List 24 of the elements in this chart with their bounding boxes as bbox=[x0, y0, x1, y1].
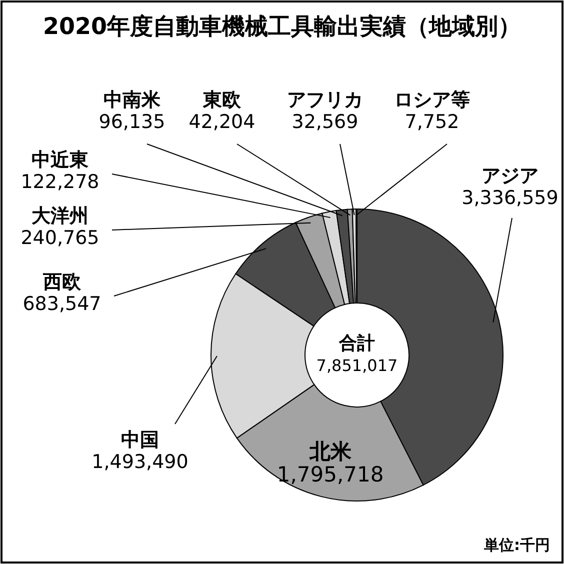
data-label: 122,278 bbox=[20, 171, 100, 193]
slice-label: ロシア等 bbox=[394, 89, 470, 111]
slice-label: 大洋州 bbox=[32, 205, 88, 227]
chart-title: 2020年度自動車機械工具輸出実績（地域別） bbox=[42, 13, 522, 40]
slice-label: 東欧 bbox=[202, 89, 242, 111]
data-label: 683,547 bbox=[22, 293, 102, 315]
slice-label: 中近東 bbox=[32, 149, 90, 171]
data-label: 240,765 bbox=[20, 227, 100, 249]
text: 合計 bbox=[338, 333, 375, 354]
data-label: 1,493,490 bbox=[92, 451, 188, 473]
slice-label: 西欧 bbox=[42, 271, 82, 293]
data-label: 7,752 bbox=[404, 111, 460, 133]
text: 7,851,017 bbox=[316, 356, 398, 375]
slice-label: アフリカ bbox=[287, 89, 363, 111]
text: 単位:千円 bbox=[483, 536, 550, 554]
data-label: 32,569 bbox=[292, 111, 358, 133]
data-label: 96,135 bbox=[98, 111, 166, 133]
slice-label: 中国 bbox=[121, 429, 159, 451]
data-label: 3,336,559 bbox=[462, 187, 558, 209]
data-label: 1,795,718 bbox=[276, 462, 384, 487]
data-label: 42,204 bbox=[188, 111, 256, 133]
slice-label: アジア bbox=[482, 165, 538, 187]
slice-label: 北米 bbox=[308, 440, 352, 464]
slice-label: 中南米 bbox=[104, 89, 162, 111]
